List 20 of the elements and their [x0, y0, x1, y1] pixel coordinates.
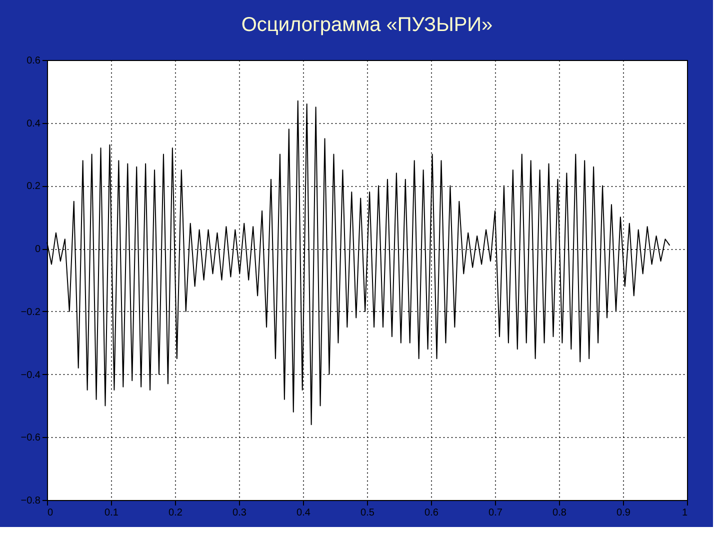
y-tick-label: 0	[34, 244, 41, 256]
x-tick-label: 0.6	[424, 508, 439, 518]
x-tick-label: 0	[48, 508, 54, 518]
x-tick-label: 0.8	[552, 508, 567, 518]
x-tick-label: 0.3	[232, 508, 247, 518]
y-tick-label: −0.6	[20, 432, 41, 444]
x-tick-label: 0.9	[616, 508, 631, 518]
x-tick-label: 0.7	[488, 508, 503, 518]
x-tick-label: 0.4	[296, 508, 311, 518]
x-tick-label: 0.5	[360, 508, 375, 518]
y-tick-label: 0.6	[26, 56, 41, 66]
y-tick-label: −0.8	[20, 496, 41, 506]
chart-title: Осцилограмма «ПУЗЫРИ»	[241, 14, 493, 36]
y-tick-label: −0.2	[20, 306, 41, 318]
x-tick-label: 0.2	[168, 508, 183, 518]
y-tick-label: 0.2	[26, 181, 41, 192]
x-tick-label: 1	[682, 508, 688, 518]
y-tick-label: −0.4	[20, 370, 41, 381]
x-tick-label: 0.1	[104, 508, 119, 518]
y-tick-label: 0.4	[26, 118, 41, 130]
